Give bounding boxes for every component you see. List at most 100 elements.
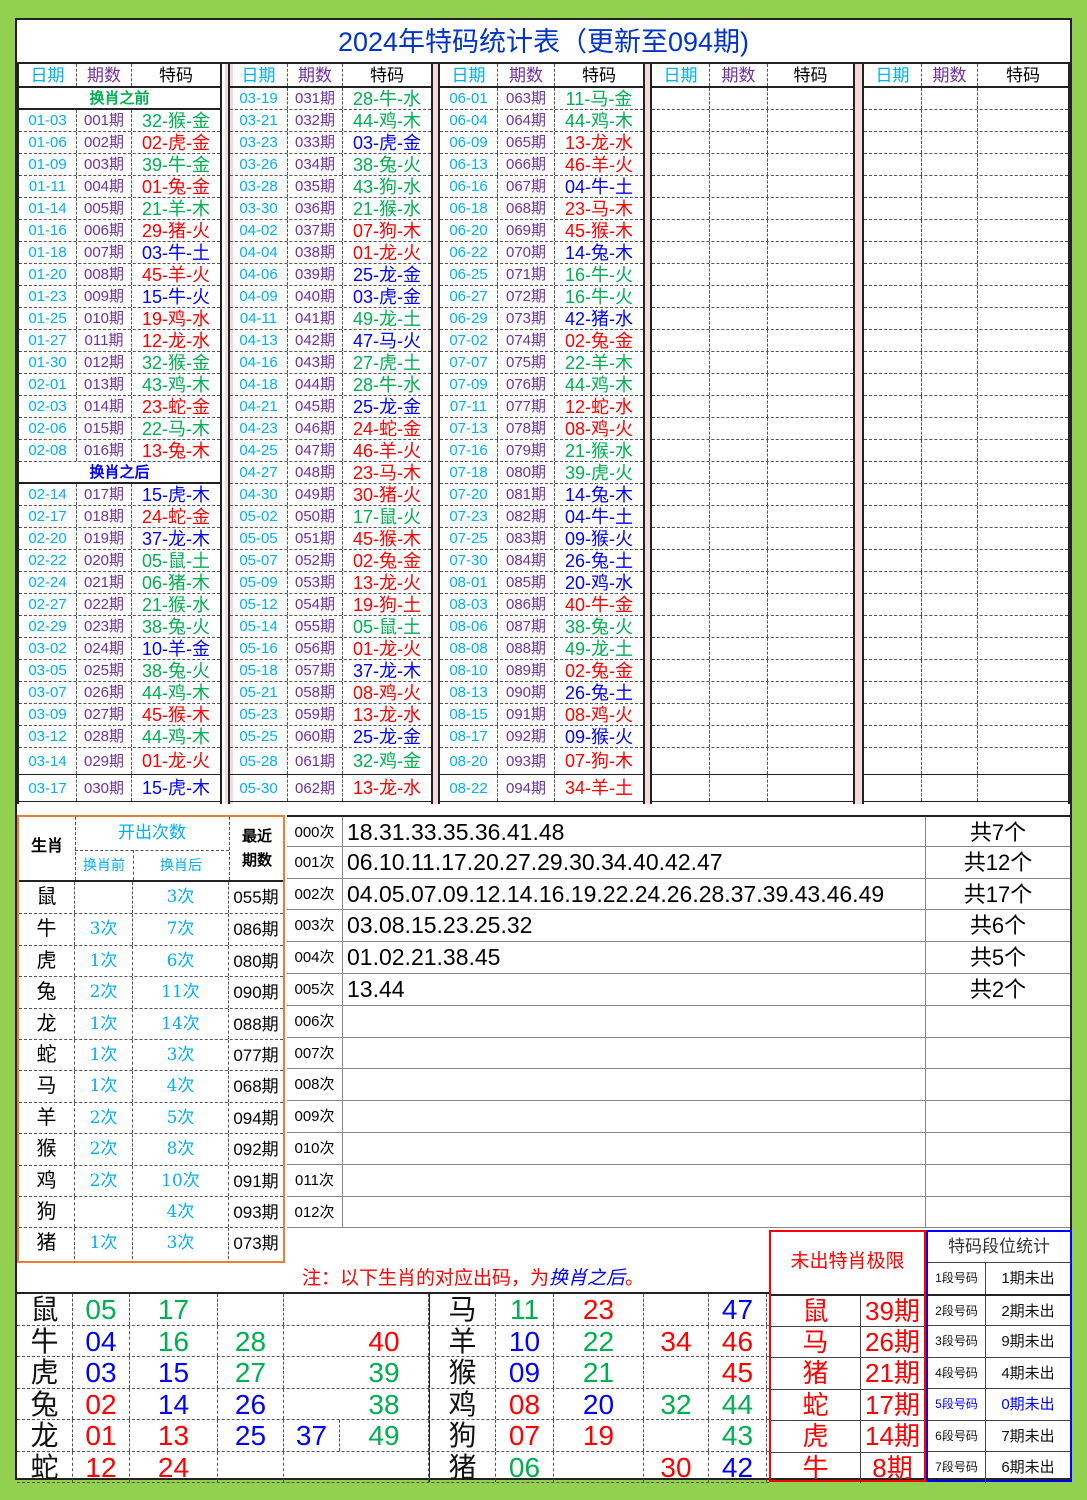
- empty-row: [864, 242, 1068, 264]
- draw-date: 07-09: [440, 374, 498, 395]
- draw-period: 064期: [498, 110, 555, 131]
- number-count: [926, 1101, 1070, 1132]
- segment-missing: 4期未出: [1001, 1364, 1055, 1382]
- count-before: 3次: [75, 914, 133, 945]
- draw-date: 02-22: [19, 550, 77, 571]
- table-row: 05-05 051期 45-猴-木: [230, 528, 431, 550]
- table-row: 01-06 002期 02-虎-金: [19, 132, 220, 154]
- header-code: 特码: [1006, 66, 1040, 85]
- zodiac-row: 兔 2次 11次 090期: [19, 976, 283, 1008]
- draw-period: 024期: [77, 638, 132, 659]
- draw-period: 091期: [498, 704, 555, 725]
- special-code: 46-羊-火: [564, 155, 633, 175]
- missing-periods: 14期: [865, 1421, 920, 1451]
- history-group: 日期 期数 特码: [650, 64, 855, 804]
- table-row: 06-09 065期 13-龙-水: [440, 132, 643, 154]
- draw-period: 054期: [288, 594, 343, 615]
- number-cell: 08: [496, 1388, 554, 1419]
- draw-date: 02-29: [19, 616, 77, 637]
- draw-period: 027期: [77, 704, 132, 725]
- special-code: 29-猪-火: [141, 221, 210, 241]
- number-cell: 16: [130, 1325, 218, 1356]
- special-code: 07-狗-木: [564, 751, 633, 771]
- zodiac-label: 马: [429, 1294, 496, 1325]
- table-row: 06-27 072期 16-牛-火: [440, 286, 643, 308]
- special-code: 15-牛-火: [141, 287, 210, 307]
- number-count: [926, 1038, 1070, 1069]
- draw-date: 05-25: [230, 726, 288, 747]
- draw-period: 042期: [288, 330, 343, 351]
- table-row: 02-08 016期 13-兔-木: [19, 440, 220, 462]
- empty-row: [652, 176, 853, 198]
- draw-date: 04-11: [230, 308, 288, 329]
- number-cell: 06: [496, 1451, 554, 1482]
- empty-row: [864, 775, 1068, 802]
- special-code: 43-鸡-木: [141, 375, 210, 395]
- draw-period: 087期: [498, 616, 555, 637]
- number-cell: 01: [73, 1420, 130, 1451]
- recent-period: 068期: [233, 1077, 279, 1097]
- special-code: 25-龙-金: [352, 397, 421, 417]
- draw-period: 005期: [77, 198, 132, 219]
- zodiac-label: 鼠: [17, 1294, 73, 1325]
- count-after: 14次: [133, 1008, 229, 1039]
- draw-period: 047期: [288, 440, 343, 461]
- special-code: 45-猴-木: [352, 529, 421, 549]
- draw-date: 05-16: [230, 638, 288, 659]
- special-code: 21-猴-水: [141, 595, 210, 615]
- draw-date: 04-27: [230, 462, 288, 483]
- draw-date: 08-06: [440, 616, 498, 637]
- special-code: 49-龙-土: [352, 309, 421, 329]
- miss-label: 005次: [287, 973, 343, 1005]
- number-count: 共12个: [963, 849, 1033, 875]
- draw-period: 038期: [288, 242, 343, 263]
- special-code: 01-龙-火: [141, 751, 210, 771]
- segment-label: 2段号码: [928, 1295, 986, 1325]
- special-code: 32-鸡-金: [352, 751, 421, 771]
- draw-period: 075期: [498, 352, 555, 373]
- draw-date: 04-09: [230, 286, 288, 307]
- segment-row: 7段号码 6期未出: [928, 1451, 1070, 1483]
- draw-period: 002期: [77, 132, 132, 153]
- note-prefix: 注：以下生肖的对应出码，为: [301, 1268, 549, 1289]
- table-row: 03-02 024期 10-羊-金: [19, 638, 220, 660]
- draw-date: 02-20: [19, 528, 77, 549]
- draw-date: 05-07: [230, 550, 288, 571]
- number-cell: 46: [709, 1325, 767, 1356]
- special-code: 42-猪-水: [564, 309, 633, 329]
- recent-period: 093期: [233, 1203, 279, 1222]
- draw-period: 029期: [77, 748, 132, 774]
- draw-date: 01-06: [19, 132, 77, 153]
- draw-date: 04-25: [230, 440, 288, 461]
- draw-period: 053期: [288, 572, 343, 593]
- zodiac: 蛇: [19, 1040, 75, 1071]
- empty-row: [864, 176, 1068, 198]
- draw-period: 083期: [498, 528, 555, 549]
- segment-missing: 1期未出: [1001, 1270, 1055, 1287]
- empty-row: [652, 110, 853, 132]
- draw-date: 08-22: [440, 775, 498, 801]
- segment-row: 3段号码 9期未出: [928, 1325, 1070, 1357]
- special-code: 13-龙-火: [352, 573, 421, 593]
- table-row: 05-25 060期 25-龙-金: [230, 726, 431, 748]
- history-group: 日期 期数 特码: [862, 64, 1070, 804]
- special-code: 20-鸡-水: [564, 573, 633, 593]
- empty-row: [652, 374, 853, 396]
- empty-row: [652, 242, 853, 264]
- header-recent: 最近: [241, 828, 272, 845]
- special-code: 21-羊-木: [141, 199, 210, 219]
- special-code: 16-牛-火: [564, 265, 633, 285]
- segment-label: 4段号码: [928, 1357, 986, 1388]
- table-row: 03-05 025期 38-兔-火: [19, 660, 220, 682]
- empty-row: [652, 704, 853, 726]
- header-period: 期数: [922, 64, 978, 86]
- section-label-row: 换肖之前: [19, 88, 220, 110]
- segment-stats-box: 特码段位统计 1段号码 1期未出 2段号码 2期未出 3段号码 9期未出 4段号码 4期未出 5段…: [926, 1230, 1072, 1483]
- draw-date: 02-06: [19, 418, 77, 439]
- draw-date: 07-07: [440, 352, 498, 373]
- missing-periods: 8期: [872, 1452, 913, 1483]
- draw-date: 04-16: [230, 352, 288, 373]
- header-row: 日期 期数 特码: [440, 64, 643, 88]
- empty-row: [652, 330, 853, 352]
- number-cell: 03: [73, 1357, 130, 1388]
